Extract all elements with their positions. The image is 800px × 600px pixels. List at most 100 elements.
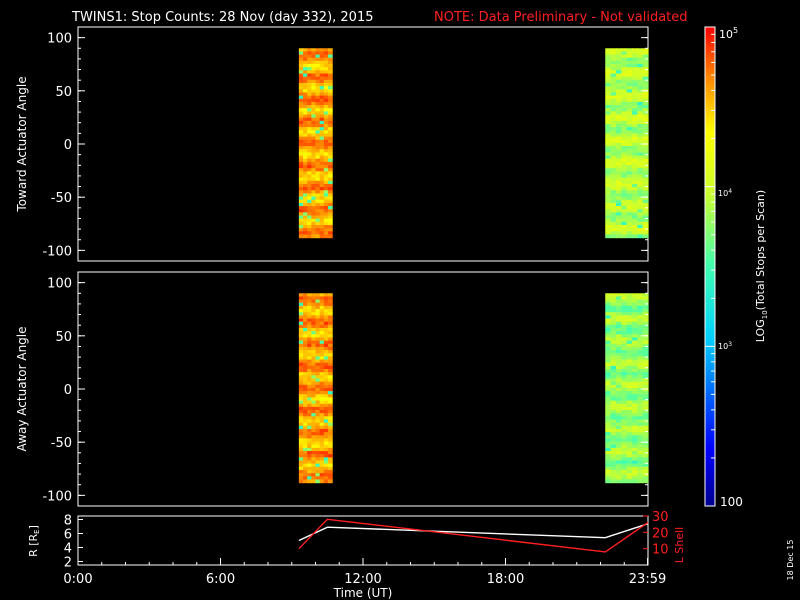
heatmap-cell <box>315 82 321 87</box>
heatmap-cell <box>319 346 325 351</box>
heatmap-cell <box>307 438 312 443</box>
heatmap-cell <box>615 98 622 103</box>
heatmap-cell <box>303 454 308 458</box>
heatmap-cell <box>631 183 638 188</box>
heatmap-cell <box>311 60 317 65</box>
heatmap-cell <box>605 224 612 229</box>
heatmap-cell <box>637 299 644 304</box>
heatmap-cell <box>642 469 649 474</box>
heatmap-cell <box>311 441 317 446</box>
y-tick-label: 50 <box>55 85 72 100</box>
heatmap-cell <box>631 447 638 452</box>
heatmap-cell <box>610 48 617 53</box>
heatmap-cell <box>605 221 612 226</box>
heatmap-cell <box>605 177 612 182</box>
heatmap-cell <box>642 387 649 392</box>
heatmap-cell <box>327 98 333 103</box>
heatmap-cell <box>605 183 612 188</box>
heatmap-cell <box>605 466 612 471</box>
heatmap-cell <box>315 334 321 339</box>
heatmap-cell <box>621 397 628 402</box>
heatmap-cell <box>642 466 649 471</box>
heatmap-cell <box>307 117 312 122</box>
heatmap-cell <box>315 218 321 223</box>
heatmap-cell <box>311 133 317 138</box>
heatmap-cell <box>315 212 321 217</box>
heatmap-cell <box>327 463 333 468</box>
heatmap-cell <box>615 369 622 373</box>
heatmap-cell <box>626 111 633 116</box>
heatmap-cell <box>621 457 628 462</box>
heatmap-cell <box>631 234 638 239</box>
heatmap-cell <box>642 454 649 458</box>
heatmap-cell <box>626 403 633 408</box>
heatmap-cell <box>311 142 317 147</box>
heatmap-cell <box>315 130 321 135</box>
heatmap-cell <box>637 199 644 204</box>
heatmap-cell <box>303 168 308 172</box>
heatmap-cell <box>631 331 638 335</box>
heatmap-cell <box>610 359 617 364</box>
heatmap-cell <box>327 422 333 427</box>
heatmap-cell <box>637 353 644 357</box>
heatmap-cell <box>631 51 638 56</box>
heatmap-cell <box>327 231 333 236</box>
heatmap-cell <box>303 139 308 144</box>
heatmap-cell <box>311 101 317 106</box>
heatmap-cell <box>323 48 329 53</box>
heatmap-cell <box>303 305 308 310</box>
heatmap-cell <box>631 473 638 477</box>
heatmap-cell <box>311 444 317 449</box>
heatmap-cell <box>605 95 612 100</box>
heatmap-cell <box>615 321 622 326</box>
heatmap-cell <box>642 391 649 395</box>
heatmap-cell <box>631 406 638 411</box>
heatmap-cell <box>610 67 617 71</box>
heatmap-cell <box>626 318 633 323</box>
colorbar-top-label: 105 <box>719 26 738 41</box>
heatmap-cell <box>610 105 617 109</box>
heatmap-cell <box>319 180 325 185</box>
heatmap-cell <box>319 419 325 424</box>
heatmap-cell <box>642 168 649 172</box>
heatmap-cell <box>631 302 638 307</box>
heatmap-cell <box>319 139 325 144</box>
heatmap-cell <box>637 209 644 213</box>
heatmap-cell <box>621 327 628 332</box>
heatmap-cell <box>637 79 644 84</box>
heatmap-cell <box>605 476 612 481</box>
heatmap-cell <box>311 451 317 455</box>
heatmap-cell <box>319 127 325 131</box>
heatmap-cell <box>637 98 644 103</box>
heatmap-cell <box>637 346 644 351</box>
heatmap-cell <box>303 64 308 68</box>
heatmap-cell <box>610 224 617 229</box>
heatmap-cell <box>615 206 622 210</box>
heatmap-cell <box>327 372 333 376</box>
heatmap-cell <box>621 139 628 144</box>
heatmap-cell <box>610 95 617 100</box>
heatmap-cell <box>610 406 617 411</box>
heatmap-cell <box>610 346 617 351</box>
heatmap-cell <box>323 73 329 78</box>
heatmap-cell <box>621 309 628 313</box>
heatmap-cell <box>615 416 622 421</box>
heatmap-cell <box>303 165 308 169</box>
heatmap-cell <box>631 381 638 386</box>
heatmap-cell <box>615 391 622 395</box>
heatmap-cell <box>315 165 321 169</box>
heatmap-cell <box>615 350 622 354</box>
heatmap-cell <box>610 384 617 389</box>
heatmap-cell <box>626 419 633 424</box>
heatmap-cell <box>615 425 622 430</box>
heatmap-cell <box>615 315 622 320</box>
heatmap-cell <box>327 397 333 402</box>
heatmap-cell <box>615 231 622 236</box>
heatmap-cell <box>631 293 638 298</box>
heatmap-cell <box>621 296 628 301</box>
heatmap-cell <box>610 133 617 138</box>
heatmap-cell <box>626 473 633 477</box>
heatmap-cell <box>311 95 317 100</box>
heatmap-cell <box>642 155 649 160</box>
